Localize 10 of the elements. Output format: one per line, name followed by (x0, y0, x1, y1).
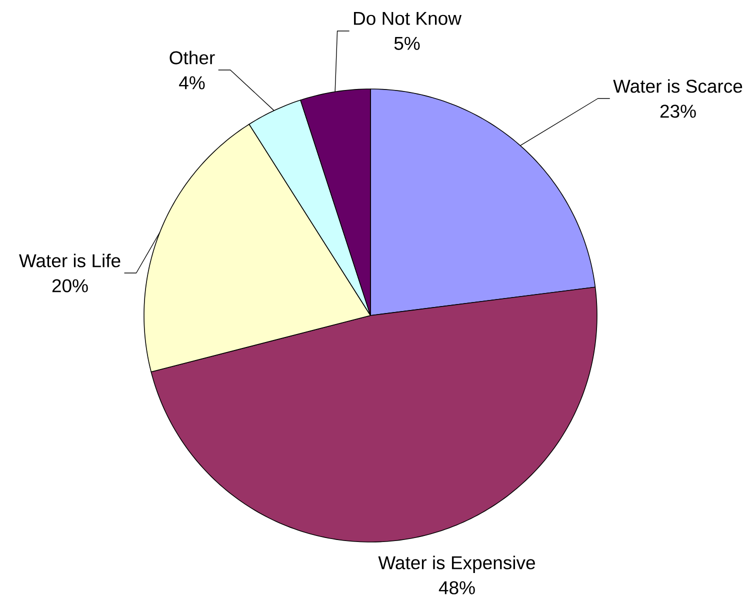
data-label: 4% (179, 76, 205, 90)
data-label: 23% (660, 104, 696, 118)
data-label: 20% (52, 279, 88, 292)
slice-label: Water is Expensive (378, 556, 535, 573)
data-label: 5% (394, 36, 420, 50)
slice-label: Water is Life (19, 254, 120, 268)
slice-label: Other (170, 50, 215, 64)
slice-label: Do Not Know (354, 12, 462, 25)
slice-label: Water is Scarce (613, 79, 742, 93)
data-label: 48% (438, 581, 475, 594)
